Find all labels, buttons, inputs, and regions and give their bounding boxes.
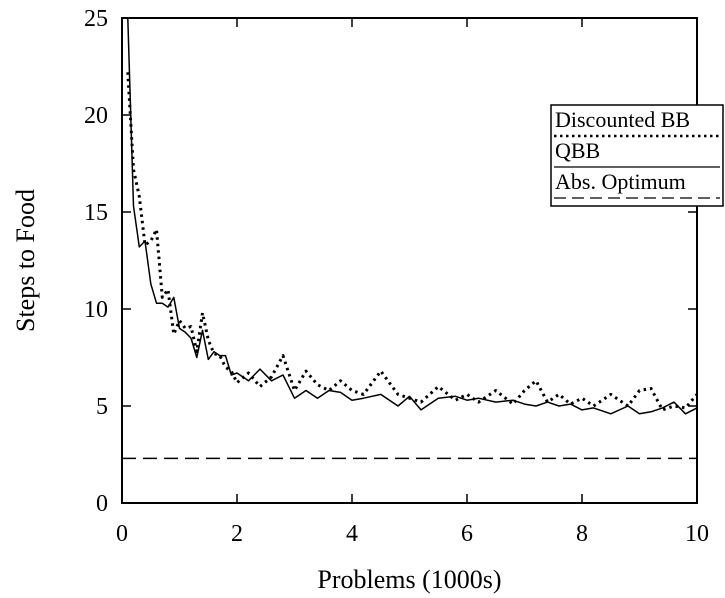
- y-tick-label: 25: [84, 6, 108, 32]
- x-tick-label: 6: [461, 521, 473, 547]
- x-tick-label: 8: [576, 521, 588, 547]
- y-tick-label: 5: [96, 394, 108, 420]
- legend-entry-label: Discounted BB: [555, 107, 690, 132]
- y-tick-label: 20: [84, 103, 108, 129]
- x-tick-label: 0: [116, 521, 128, 547]
- y-tick-label: 15: [84, 200, 108, 226]
- legend-box: [550, 104, 724, 207]
- x-axis-label: Problems (1000s): [317, 565, 501, 594]
- legend-entry-label: QBB: [555, 138, 600, 163]
- ticks-layer: 0 2 4 6 8 10 0 5 10 15 20 25: [84, 6, 709, 547]
- y-axis-label: Steps to Food: [11, 189, 40, 332]
- x-tick-label: 2: [231, 521, 243, 547]
- legend-entry-label: Abs. Optimum: [555, 169, 686, 194]
- y-tick-label: 10: [84, 297, 108, 323]
- x-tick-label: 4: [346, 521, 358, 547]
- series-line-qbb: [127, 17, 698, 415]
- series-layer: [122, 17, 699, 460]
- legend: Discounted BB QBB Abs. Optimum: [550, 104, 724, 207]
- plot-frame: [121, 17, 698, 504]
- series-line-discounted-bb: [126, 72, 699, 412]
- y-tick-label: 0: [96, 491, 108, 517]
- x-tick-label: 10: [685, 521, 709, 547]
